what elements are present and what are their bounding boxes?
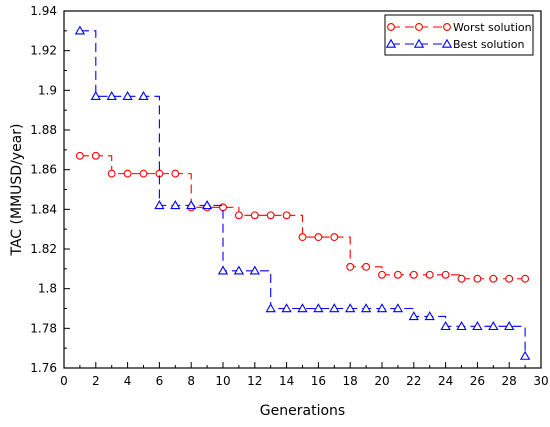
best-solution-point <box>376 303 388 313</box>
legend-box <box>384 14 534 56</box>
best-solution-point <box>217 265 229 275</box>
worst-solution-point <box>489 274 498 283</box>
worst-solution-point <box>234 211 243 220</box>
worst-solution-point <box>362 262 371 271</box>
legend-marker <box>415 23 423 31</box>
legend-marker <box>387 23 395 31</box>
best-solution-point <box>154 200 165 210</box>
ticks-layer: 0 2 4 6 8 10 12 14 16 18 20 22 24 26 28 301.761.781.81.… <box>30 4 548 388</box>
x-tick-label: 30 <box>533 374 548 388</box>
legend: Worst solution Best solution <box>384 14 534 56</box>
y-tick-label: 1.76 <box>30 361 57 375</box>
legend-marker <box>385 38 397 48</box>
worst-solution-point <box>393 270 402 279</box>
worst-solution-point <box>505 274 514 283</box>
worst-solution-point <box>250 211 259 220</box>
worst-solution-point <box>314 233 323 242</box>
best-solution-point <box>440 321 451 331</box>
worst-solution-point <box>457 274 466 283</box>
worst-solution-point <box>266 211 275 220</box>
worst-solution-point <box>330 233 339 242</box>
best-solution-point <box>392 303 404 313</box>
series-layer <box>74 25 531 360</box>
worst-solution-point <box>123 169 132 178</box>
x-tick-label: 28 <box>502 374 517 388</box>
worst-solution-point <box>91 151 100 160</box>
y-tick-label: 1.84 <box>30 202 57 216</box>
best-solution-point <box>504 321 515 331</box>
worst-solution-point <box>409 270 418 279</box>
worst-solution-point <box>75 151 84 160</box>
worst-solution-point <box>346 262 355 271</box>
best-solution-point <box>281 303 292 313</box>
x-tick-label: 22 <box>406 374 421 388</box>
worst-solution-point <box>282 211 291 220</box>
x-tick-label: 6 <box>156 374 164 388</box>
legend-marker <box>441 38 453 48</box>
x-tick-label: 18 <box>343 374 358 388</box>
x-tick-label: 26 <box>470 374 485 388</box>
best-solution-point <box>456 321 467 331</box>
x-tick-label: 16 <box>311 374 326 388</box>
y-axis-title: TAC (MMUSD/year) <box>9 124 25 257</box>
worst-solution-point <box>378 270 386 279</box>
best-solution-point <box>345 303 356 313</box>
x-tick-label: 10 <box>215 374 230 388</box>
best-solution-point <box>138 90 149 100</box>
best-solution-point <box>519 350 531 360</box>
best-solution-point <box>424 311 435 321</box>
best-solution-point <box>90 90 101 100</box>
y-tick-label: 1.8 <box>38 282 57 296</box>
x-tick-label: 8 <box>187 374 195 388</box>
y-tick-label: 1.9 <box>38 83 57 97</box>
best-solution-point <box>74 25 86 35</box>
x-tick-label: 20 <box>374 374 389 388</box>
y-tick-label: 1.92 <box>30 44 57 58</box>
legend-label: Worst solution <box>453 21 532 34</box>
worst-solution-point <box>298 233 307 242</box>
y-tick-label: 1.82 <box>30 242 57 256</box>
worst-solution-point <box>521 274 530 283</box>
best-solution-point <box>106 90 117 100</box>
best-solution-point <box>472 321 483 331</box>
best-solution-point <box>170 200 181 210</box>
best-solution-point <box>408 311 419 321</box>
y-tick-label: 1.78 <box>30 321 57 335</box>
y-tick-label: 1.86 <box>30 163 57 177</box>
y-tick-label: 1.88 <box>30 123 57 137</box>
legend-label: Best solution <box>453 38 524 51</box>
y-tick-label: 1.94 <box>30 4 57 18</box>
best-solution-point <box>329 303 340 313</box>
x-tick-label: 14 <box>279 374 294 388</box>
best-solution-point <box>360 303 372 313</box>
best-solution-point <box>265 303 276 313</box>
x-tick-label: 4 <box>124 374 132 388</box>
legend-marker <box>443 23 451 31</box>
worst-solution-point <box>425 270 434 279</box>
worst-solution-point <box>171 169 180 178</box>
x-tick-label: 0 <box>60 374 68 388</box>
worst-solution-point <box>139 169 148 178</box>
best-solution-point <box>233 265 245 275</box>
best-solution-point <box>186 200 197 210</box>
best-solution-point <box>201 200 213 210</box>
best-solution-point <box>122 90 133 100</box>
best-solution-point <box>313 303 324 313</box>
worst-solution-point <box>441 270 450 279</box>
best-solution-point <box>297 303 308 313</box>
best-solution-point <box>249 265 260 275</box>
x-axis-title: Generations <box>260 403 345 419</box>
worst-solution-point <box>473 274 482 283</box>
legend-marker <box>413 38 425 48</box>
x-tick-label: 24 <box>438 374 453 388</box>
worst-solution-point <box>107 169 116 178</box>
x-tick-label: 2 <box>92 374 100 388</box>
x-tick-label: 12 <box>247 374 262 388</box>
plot-frame <box>63 10 542 369</box>
best-solution-point <box>488 321 499 331</box>
